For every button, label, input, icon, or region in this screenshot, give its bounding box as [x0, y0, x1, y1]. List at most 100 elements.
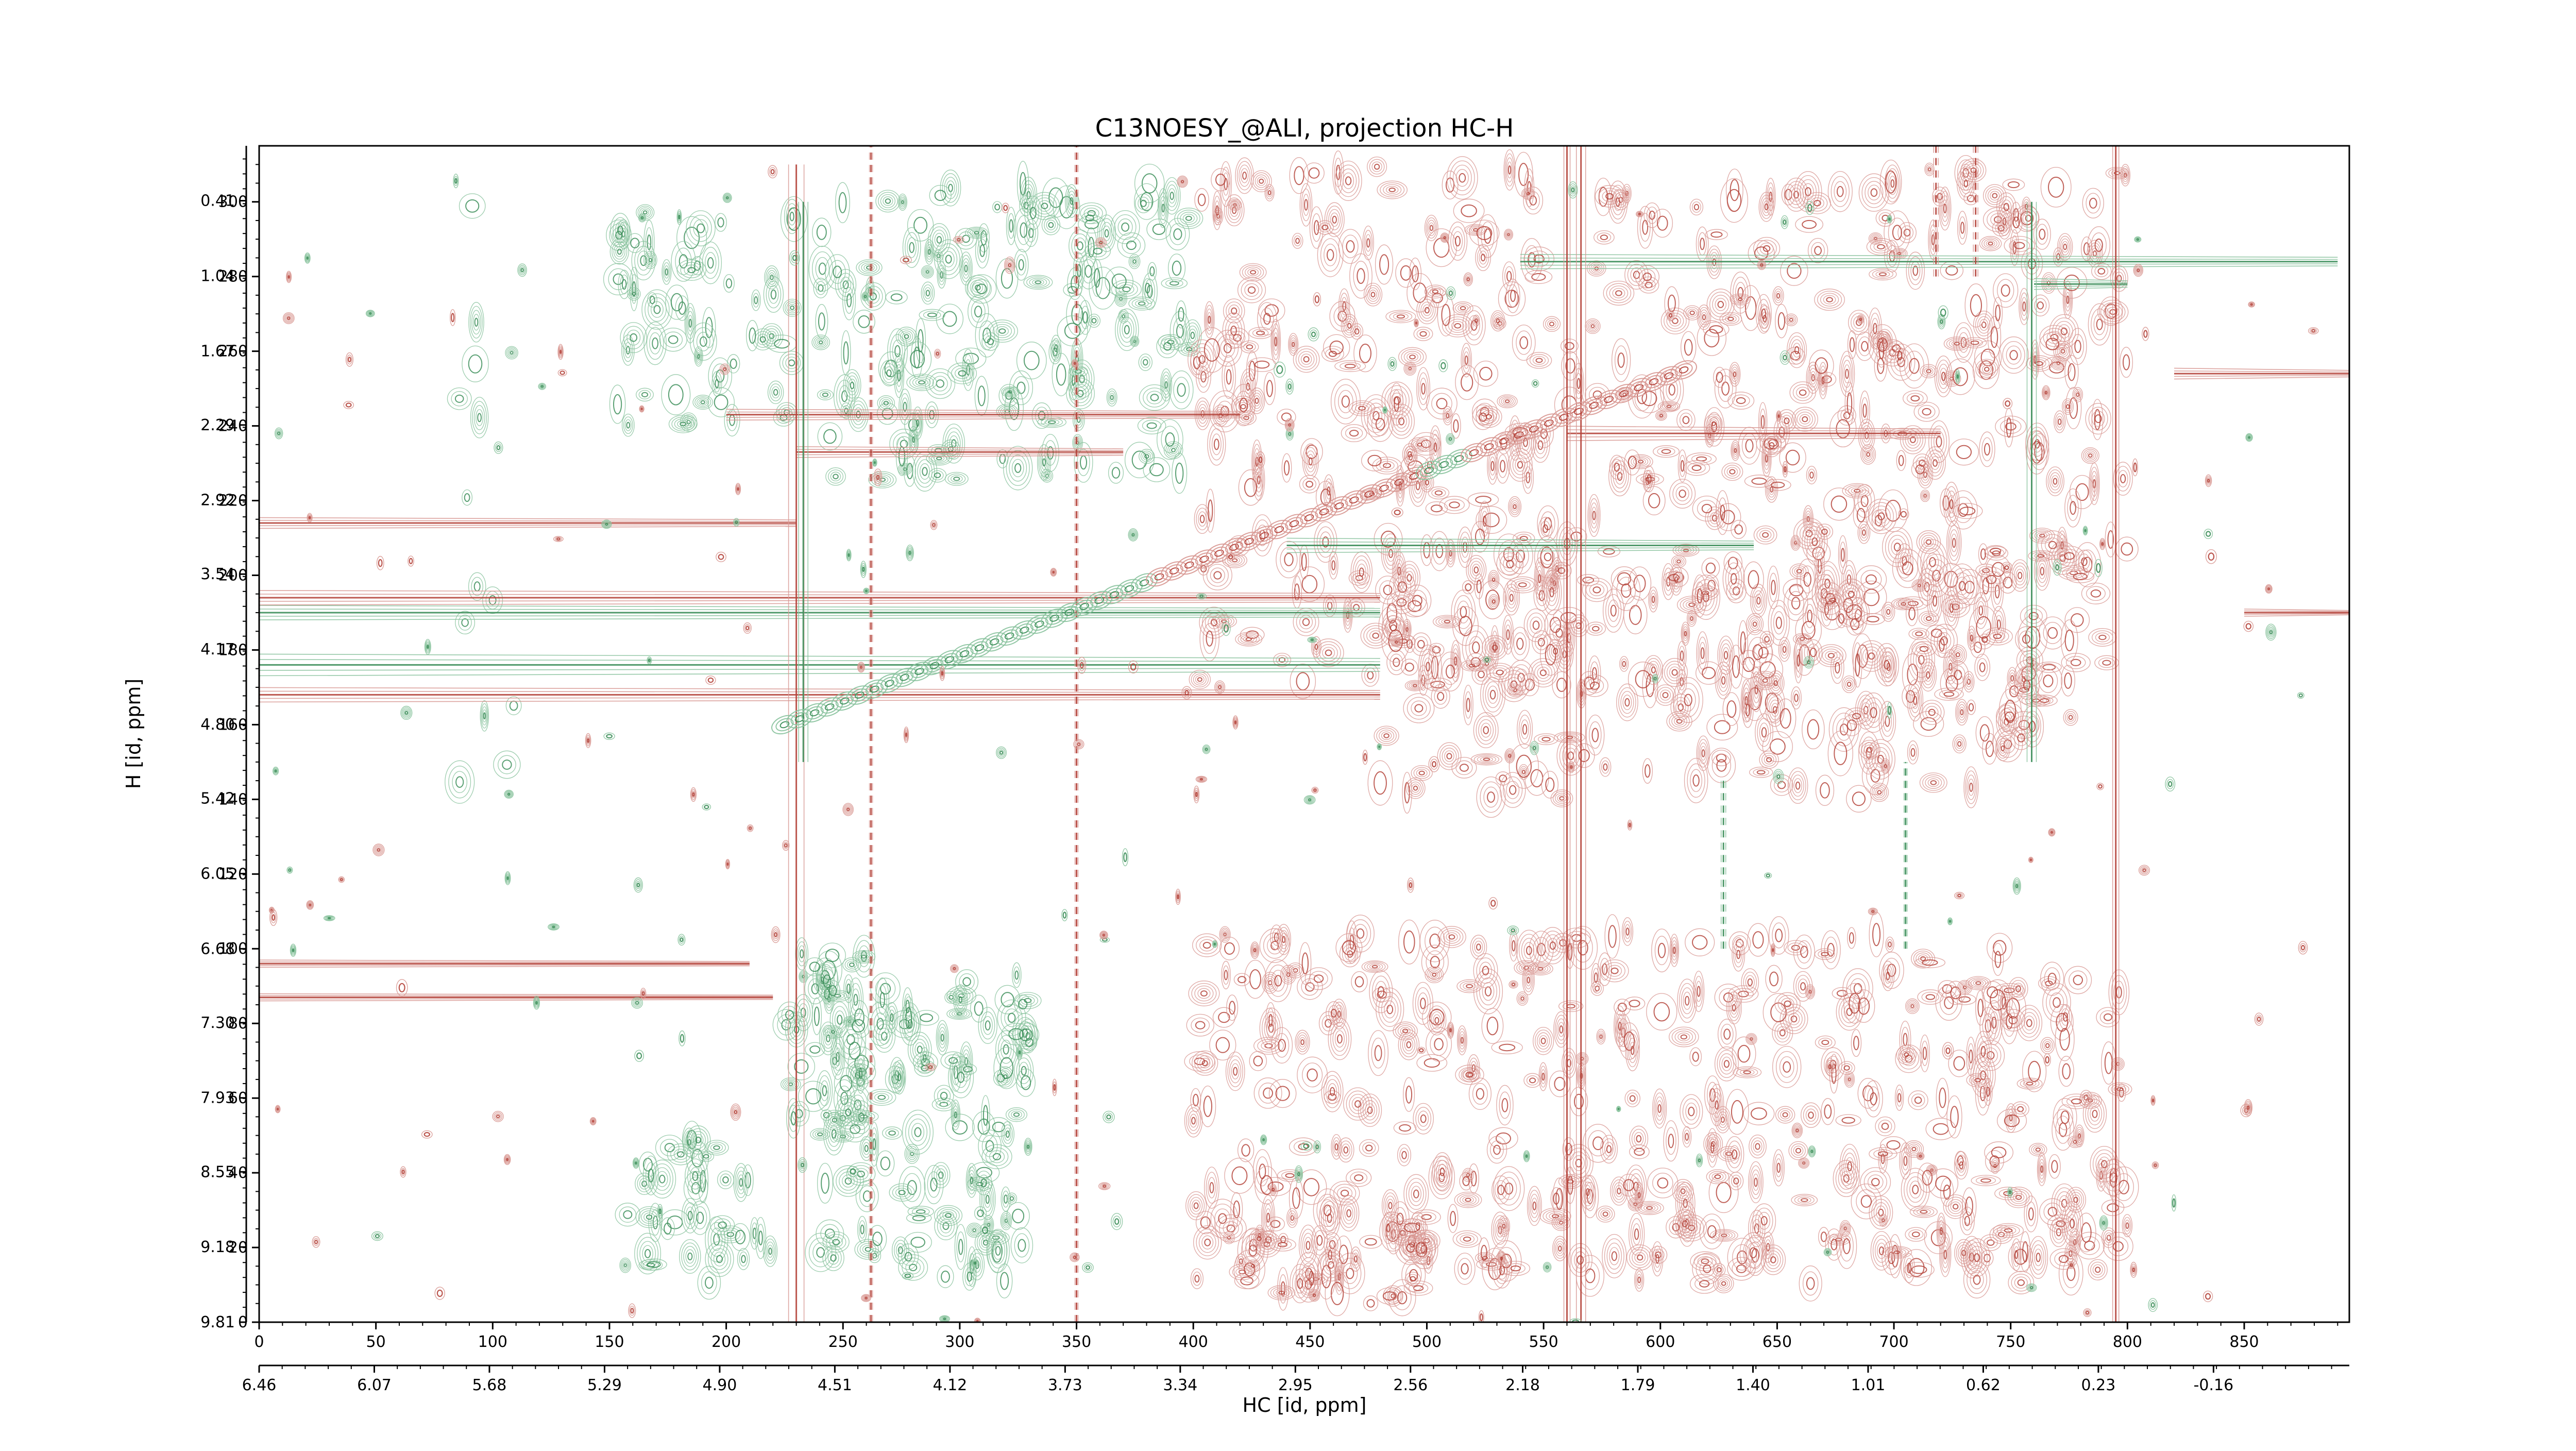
contour-peak [1980, 1178, 1991, 1183]
contour-peak [912, 451, 938, 492]
contour-peak [2113, 1085, 2127, 1093]
contour-peak [2088, 453, 2093, 458]
contour-peak [1289, 157, 1309, 194]
contour-peak [1290, 663, 1316, 699]
contour-peak [897, 193, 908, 211]
contour-peak [1629, 1095, 1636, 1102]
contour-peak [1461, 204, 1477, 217]
contour-peak [1193, 1225, 1222, 1260]
contour-peak [1434, 1038, 1444, 1051]
contour-peak [1356, 928, 1365, 939]
contour-peak [757, 333, 769, 345]
contour-peak [830, 1254, 837, 1262]
contour-peak [2026, 1201, 2036, 1226]
contour-peak [809, 1045, 821, 1054]
contour-peak [1905, 1227, 1927, 1242]
contour-peak [1183, 345, 1195, 353]
contour-peak [1325, 1240, 1335, 1270]
contour-peak [924, 1165, 944, 1204]
contour-peak [856, 1053, 866, 1094]
contour-peak [2056, 361, 2061, 365]
contour-peak [1189, 329, 1197, 342]
contour-peak [1956, 445, 1972, 459]
contour-peak [846, 1162, 876, 1186]
contour-peak [1518, 163, 1529, 186]
contour-peak [1484, 228, 1492, 244]
contour-peak [901, 1247, 916, 1266]
contour-peak [661, 374, 691, 415]
contour-peak [1402, 1028, 1409, 1034]
contour-peak [1933, 1123, 1949, 1135]
contour-peak [1268, 1014, 1273, 1027]
contour-peak [710, 1227, 723, 1251]
contour-peak [918, 329, 924, 352]
contour-peak [2096, 1159, 2107, 1192]
contour-peak [1507, 576, 1538, 594]
contour-peak [1180, 212, 1198, 225]
contour-peak [2108, 1236, 2129, 1256]
contour-peak [945, 444, 956, 454]
contour-peak [1275, 1086, 1290, 1101]
contour-peak [697, 354, 700, 359]
contour-peak [2098, 634, 2107, 640]
contour-peak [840, 1116, 870, 1143]
contour-peak [1326, 1245, 1334, 1265]
contour-peak [1046, 220, 1056, 230]
contour-peak [1500, 1220, 1508, 1233]
contour-peak [1367, 156, 1387, 177]
contour-peak [966, 364, 970, 376]
contour-peak [981, 1095, 990, 1136]
contour-peak [1334, 1143, 1338, 1151]
contour-peak [1372, 632, 1379, 639]
contour-peak [1197, 193, 1206, 206]
contour-peak [901, 1006, 919, 1041]
contour-peak [1421, 1214, 1432, 1220]
contour-peak [1338, 1244, 1349, 1264]
contour-peak [1069, 381, 1092, 407]
contour-peak [1504, 399, 1510, 403]
contour-peak [1959, 1206, 1975, 1236]
contour-peak [1717, 300, 1724, 308]
contour-peak [964, 1057, 968, 1066]
contour-peak [1024, 218, 1039, 247]
contour-peak [1161, 426, 1179, 453]
contour-peak [645, 293, 670, 326]
contour-peak [1848, 1077, 1851, 1082]
contour-peak [1399, 1148, 1409, 1163]
contour-peak [1195, 1021, 1206, 1030]
contour-peak [1137, 417, 1166, 434]
contour-peak [1472, 404, 1494, 430]
contour-peak [1953, 1204, 1959, 1210]
contour-peak [934, 190, 946, 201]
contour-peak [1479, 366, 1493, 381]
contour-peak [1317, 232, 1344, 277]
contour-peak [879, 397, 893, 409]
contour-peak [1185, 1191, 1207, 1221]
contour-peak [1197, 988, 1211, 999]
contour-peak [1903, 1156, 1908, 1166]
contour-peak [1845, 680, 1853, 689]
contour-peak [1233, 973, 1250, 986]
contour-peak [1762, 993, 1794, 1032]
contour-peak [1351, 1250, 1360, 1269]
contour-peak [1692, 935, 1708, 950]
contour-peak [1329, 1087, 1335, 1096]
contour-peak [1958, 981, 1971, 993]
contour-peak [1253, 1037, 1284, 1055]
contour-peak [1694, 975, 1703, 1007]
contour-peak [910, 350, 925, 368]
contour-peak [1751, 1137, 1765, 1156]
contour-peak [1409, 1269, 1418, 1281]
contour-peak [693, 219, 708, 238]
contour-peak [612, 241, 628, 262]
contour-peak [898, 1254, 928, 1281]
contour-peak [1289, 964, 1302, 976]
contour-peak [1624, 924, 1631, 939]
contour-peak [1652, 1088, 1667, 1129]
contour-peak [1004, 1194, 1008, 1204]
contour-peak [1683, 1129, 1690, 1144]
contour-peak [1330, 1022, 1349, 1056]
contour-peak [877, 1094, 886, 1100]
contour-peak [877, 985, 887, 1015]
